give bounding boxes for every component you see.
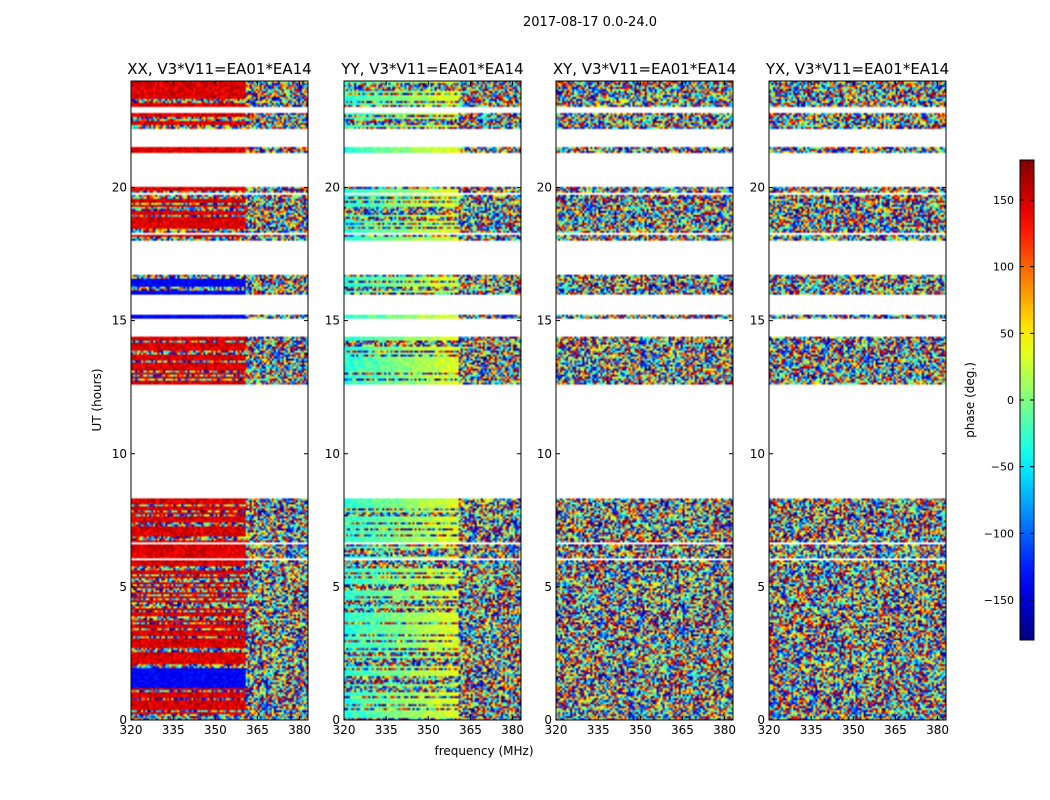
y-tick-label: 10: [537, 447, 552, 461]
panel-frame: [555, 80, 734, 721]
x-tick-label: 365: [884, 723, 907, 737]
y-tick-label: 20: [750, 181, 765, 195]
panel-heatmap: [556, 81, 733, 720]
y-tick-label: 10: [325, 447, 340, 461]
panels-group: XX, V3*V11=EA01*EA14 320 335 350 365 380 0 5 10 1…: [112, 60, 949, 737]
panel-frame: [343, 80, 522, 721]
panel-yy: YY, V3*V11=EA01*EA14 320 335 350 365 380 0 5 10 1…: [325, 60, 524, 737]
x-tick-label: 320: [758, 723, 781, 737]
colorbar-tick-label: 150: [993, 194, 1014, 207]
x-tick-label: 350: [842, 723, 865, 737]
x-tick-label: 350: [417, 723, 440, 737]
x-tick-label: 320: [333, 723, 356, 737]
x-tick-label: 335: [162, 723, 185, 737]
y-tick-label: 5: [544, 580, 552, 594]
y-tick-label: 5: [757, 580, 765, 594]
y-tick-label: 0: [544, 713, 552, 727]
colorbar-tick-label: 100: [993, 261, 1014, 274]
colorbar: 150 100 50 0 −50 −100 −150 phase (deg.): [963, 159, 1035, 641]
y-tick-label: 15: [325, 314, 340, 328]
panel-frame: [130, 80, 309, 721]
panel-title: XY, V3*V11=EA01*EA14: [553, 60, 736, 78]
y-tick-label: 20: [112, 181, 127, 195]
x-axis-label: frequency (MHz): [434, 744, 533, 758]
y-tick-label: 10: [750, 447, 765, 461]
figure-suptitle: 2017-08-17 0.0-24.0: [523, 15, 657, 30]
colorbar-tick-label: −150: [984, 594, 1014, 607]
colorbar-label: phase (deg.): [963, 362, 977, 438]
y-tick-label: 20: [325, 181, 340, 195]
colorbar-tick-label: 0: [1007, 394, 1014, 407]
y-tick-label: 0: [332, 713, 340, 727]
x-tick-label: 350: [204, 723, 227, 737]
x-tick-label: 380: [713, 723, 736, 737]
y-tick-label: 0: [757, 713, 765, 727]
x-tick-label: 380: [926, 723, 949, 737]
y-tick-label: 5: [119, 580, 127, 594]
x-tick-label: 380: [501, 723, 524, 737]
y-tick-label: 15: [537, 314, 552, 328]
x-tick-label: 380: [288, 723, 311, 737]
y-tick-label: 20: [537, 181, 552, 195]
panel-xy: XY, V3*V11=EA01*EA14 320 335 350 365 380 0 5 10 1…: [537, 60, 736, 737]
colorbar-tick-label: 50: [1000, 327, 1014, 340]
y-tick-label: 15: [112, 314, 127, 328]
y-tick-label: 5: [332, 580, 340, 594]
y-tick-label: 10: [112, 447, 127, 461]
panel-xx: XX, V3*V11=EA01*EA14 320 335 350 365 380 0 5 10 1…: [112, 60, 312, 737]
panel-title: XX, V3*V11=EA01*EA14: [127, 60, 311, 78]
x-tick-label: 365: [246, 723, 269, 737]
colorbar-tick-label: −100: [984, 527, 1014, 540]
panel-yx: YX, V3*V11=EA01*EA14 320 335 350 365 380 0 5 10 1…: [750, 60, 949, 737]
panel-frame: [768, 80, 947, 721]
x-tick-label: 335: [800, 723, 823, 737]
x-tick-label: 320: [545, 723, 568, 737]
panel-title: YY, V3*V11=EA01*EA14: [340, 60, 523, 78]
y-tick-label: 0: [119, 713, 127, 727]
colorbar-tick-label: −50: [991, 461, 1014, 474]
x-tick-label: 365: [671, 723, 694, 737]
x-tick-label: 335: [587, 723, 610, 737]
x-tick-label: 365: [459, 723, 482, 737]
panel-title: YX, V3*V11=EA01*EA14: [765, 60, 949, 78]
panel-heatmap: [131, 81, 308, 720]
y-axis-label: UT (hours): [90, 368, 104, 431]
panel-heatmap: [769, 81, 946, 720]
x-tick-label: 350: [629, 723, 652, 737]
x-tick-label: 320: [120, 723, 143, 737]
y-tick-label: 15: [750, 314, 765, 328]
x-tick-label: 335: [375, 723, 398, 737]
panel-heatmap: [344, 81, 521, 720]
